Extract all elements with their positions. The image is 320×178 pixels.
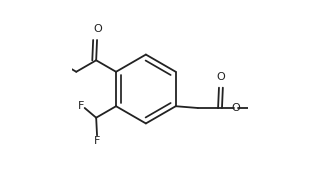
Text: F: F: [94, 136, 100, 146]
Text: F: F: [78, 101, 84, 111]
Text: O: O: [231, 103, 240, 113]
Text: O: O: [217, 72, 226, 82]
Text: O: O: [93, 24, 102, 34]
